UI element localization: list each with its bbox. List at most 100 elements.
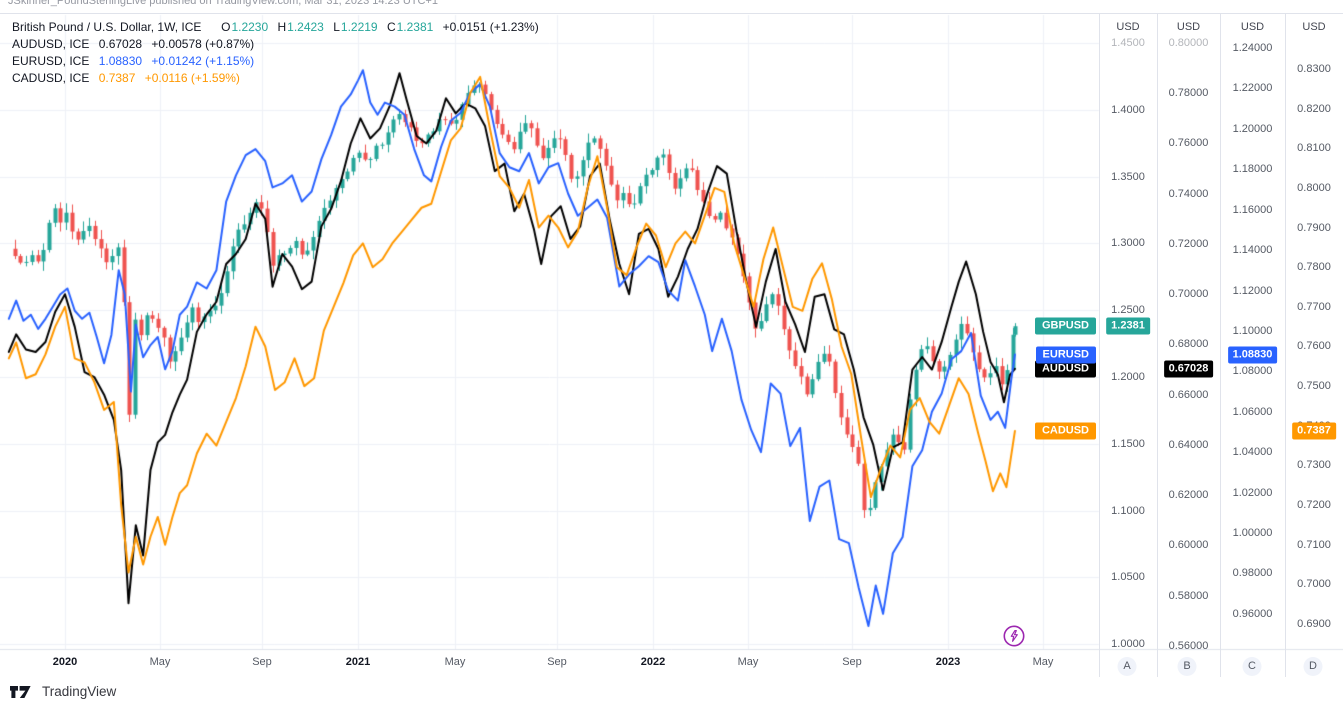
scale-mode-badge-d[interactable]: D (1303, 657, 1323, 676)
price-tick: 1.0500 (1111, 571, 1145, 584)
price-scale-border (1220, 14, 1221, 677)
price-tick: 1.00000 (1232, 527, 1273, 540)
symbol-tag-audusd: AUDUSD (1034, 360, 1096, 378)
ohlc-close-value: 1.2381 (396, 20, 434, 34)
price-tick: 0.98000 (1232, 567, 1273, 580)
price-scale-cadusd[interactable]: USD 0.8300 0.8200 0.8100 0.8000 0.7900 0.7800 0… (1285, 14, 1343, 649)
price-tick: 1.3500 (1111, 170, 1145, 183)
price-scale-currency: USD (1240, 21, 1265, 33)
price-tick: 0.96000 (1232, 607, 1273, 620)
price-tick: 0.7900 (1297, 221, 1331, 234)
attribution: JSkinner_PoundSterlingLive published on … (8, 0, 1338, 12)
price-scale-border (1099, 14, 1100, 677)
legend-row-cadusd[interactable]: CADUSD, ICE 0.7387 +0.0116 (+1.59%) (12, 70, 539, 86)
price-scale-border (1285, 14, 1286, 677)
time-tick-2020: 2020 (52, 656, 78, 668)
price-tick: 1.04000 (1232, 446, 1273, 459)
ohlc-low-label: L (333, 20, 340, 34)
price-scale-eurusd[interactable]: USD 1.24000 1.22000 1.20000 1.18000 1.16000 1.… (1220, 14, 1285, 649)
legend-row-audusd[interactable]: AUDUSD, ICE 0.67028 +0.00578 (+0.87%) (12, 36, 539, 52)
overlay-change: +0.00578 (+0.87%) (151, 37, 255, 51)
publish-lightning-icon[interactable] (1003, 625, 1025, 647)
ohlc-open-value: 1.2230 (231, 20, 269, 34)
time-tick-2022: 2022 (640, 656, 666, 668)
price-tick: 0.7700 (1297, 300, 1331, 313)
overlay-change: +0.01242 (+1.15%) (151, 54, 255, 68)
legend-row-main-symbol[interactable]: British Pound / U.S. Dollar, 1W, ICE O1.… (12, 19, 539, 35)
price-tick: 1.1000 (1111, 504, 1145, 517)
price-scale-currency: USD (1176, 21, 1201, 33)
chart-pane-canvas[interactable] (0, 14, 1343, 677)
footer: TradingView (0, 677, 1343, 707)
time-tick-may: May (444, 656, 466, 668)
price-tick: 0.8300 (1297, 62, 1331, 75)
overlay-title: AUDUSD, ICE (12, 37, 90, 51)
price-tick: 0.80000 (1168, 37, 1209, 49)
tradingview-brand-link[interactable]: TradingView (10, 684, 116, 699)
scale-mode-badge-b[interactable]: B (1177, 657, 1197, 676)
price-tick: 1.20000 (1232, 122, 1273, 135)
price-tick: 0.56000 (1168, 639, 1209, 649)
time-tick-2023: 2023 (935, 656, 961, 668)
symbol-tag-eurusd: EURUSD (1035, 346, 1096, 364)
price-tick: 1.3000 (1111, 237, 1145, 250)
time-tick-may: May (737, 656, 759, 668)
price-scale-audusd[interactable]: USD 0.80000 0.78000 0.76000 0.74000 0.72000 0.… (1157, 14, 1220, 649)
scale-mode-badge-a[interactable]: A (1117, 657, 1137, 676)
price-tick: 0.7300 (1297, 459, 1331, 472)
time-axis[interactable]: 2020 May Sep 2021 May Sep 2022 May Sep 2023 May (0, 650, 1099, 677)
ohlc-high-label: H (277, 20, 287, 34)
price-tick: 1.4500 (1111, 37, 1145, 50)
time-tick-sep: Sep (547, 656, 567, 668)
price-tick: 1.18000 (1232, 163, 1273, 176)
price-tick: 1.0000 (1111, 638, 1145, 649)
tradingview-logo (10, 685, 31, 698)
time-tick-2021: 2021 (345, 656, 371, 668)
price-scale-gbpusd[interactable]: USD 1.4500 1.4000 1.3500 1.3000 1.2500 1.2000 1… (1099, 14, 1157, 649)
price-tick: 1.4000 (1111, 103, 1145, 116)
price-tick: 0.68000 (1168, 338, 1209, 351)
price-tag-audusd: 0.67028 (1163, 360, 1214, 378)
time-tick-sep: Sep (842, 656, 862, 668)
main-symbol-change: +0.0151 (+1.23%) (442, 20, 539, 34)
price-tick: 0.70000 (1168, 288, 1209, 301)
price-tick: 1.2500 (1111, 304, 1145, 317)
price-tick: 0.7800 (1297, 261, 1331, 274)
ohlc-open-label: O (221, 20, 231, 34)
time-tick-sep: Sep (252, 656, 272, 668)
price-tick: 1.02000 (1232, 486, 1273, 499)
price-tick: 1.06000 (1232, 405, 1273, 418)
price-tick: 0.78000 (1168, 87, 1209, 100)
legend-row-eurusd[interactable]: EURUSD, ICE 1.08830 +0.01242 (+1.15%) (12, 53, 539, 69)
price-tick: 0.7100 (1297, 538, 1331, 551)
symbol-tag-gbpusd: GBPUSD (1034, 317, 1096, 335)
price-tick: 0.60000 (1168, 539, 1209, 552)
price-tick: 1.08000 (1232, 365, 1273, 378)
overlay-value: 1.08830 (98, 54, 143, 68)
price-tick: 0.7500 (1297, 380, 1331, 393)
time-tick-may: May (149, 656, 171, 668)
ohlc-close-label: C (386, 20, 396, 34)
price-tick: 0.66000 (1168, 388, 1209, 401)
price-scales-area: USD 1.4500 1.4000 1.3500 1.3000 1.2500 1.2000 1… (1099, 14, 1343, 649)
attribution-text: JSkinner_PoundSterlingLive published on … (8, 0, 438, 7)
price-tick: 1.12000 (1232, 284, 1273, 297)
main-symbol-title: British Pound / U.S. Dollar, 1W, ICE (12, 20, 202, 34)
price-tick: 0.72000 (1168, 237, 1209, 250)
price-tick: 0.7000 (1297, 578, 1331, 591)
price-tag-eurusd: 1.08830 (1227, 346, 1278, 364)
overlay-title: EURUSD, ICE (12, 54, 90, 68)
scale-mode-badge-c[interactable]: C (1242, 657, 1262, 676)
symbol-tag-cadusd: CADUSD (1034, 422, 1096, 440)
brand-text: TradingView (42, 684, 117, 699)
price-tick: 0.62000 (1168, 489, 1209, 502)
price-tag-gbpusd: 1.2381 (1106, 317, 1150, 335)
price-scale-border (1157, 14, 1158, 677)
price-tick: 1.22000 (1232, 82, 1273, 95)
price-tick: 1.16000 (1232, 203, 1273, 216)
price-tick: 1.1500 (1111, 437, 1145, 450)
time-tick-may: May (1032, 656, 1054, 668)
overlay-title: CADUSD, ICE (12, 71, 90, 85)
ohlc-high-value: 1.2423 (287, 20, 324, 34)
